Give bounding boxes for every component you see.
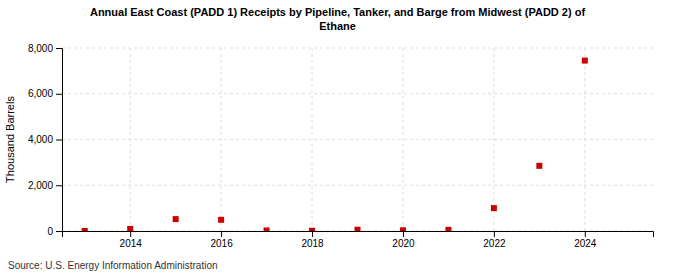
point [264, 227, 270, 231]
y-axis-line [56, 49, 63, 232]
chart: Annual East Coast (PADD 1) Receipts by P… [0, 0, 675, 275]
x-tick: 2018 [301, 231, 324, 249]
point [309, 228, 315, 231]
y-tick: 8,000 [28, 43, 62, 54]
point [218, 217, 224, 223]
point [445, 227, 451, 231]
y-tick-mark [56, 231, 62, 232]
y-tick-label: 2,000 [28, 180, 53, 191]
source: Source: U.S. Energy Information Administ… [8, 260, 218, 271]
x-tick-mark [403, 231, 404, 237]
point [127, 226, 133, 231]
points [82, 58, 588, 231]
y-grid-line [62, 139, 653, 140]
title: Annual East Coast (PADD 1) Receipts by P… [90, 6, 585, 32]
x-tick-mark [130, 231, 131, 237]
x-tick-label: 2020 [392, 238, 415, 249]
plot: 2014 2016 2018 2020 2022 2024 0 2,000 4,000 6,000… [28, 43, 654, 249]
y-axis: 0 2,000 4,000 6,000 8,000 [28, 43, 63, 237]
point [582, 58, 588, 64]
x-tick-label: 2016 [210, 238, 233, 249]
y-tick-mark [56, 185, 62, 186]
y-grid-line [62, 93, 653, 94]
x-axis: 2014 2016 2018 2020 2022 2024 [63, 231, 654, 249]
point [355, 227, 361, 231]
x-tick-mark [585, 231, 586, 237]
x-grid-line [312, 48, 313, 231]
x-tick-label: 2018 [301, 238, 324, 249]
y-axis-label: Thousand Barrels [4, 96, 16, 183]
x-tick: 2020 [392, 231, 415, 249]
point [82, 228, 88, 231]
y-tick: 4,000 [28, 134, 62, 145]
y-tick-label: 8,000 [28, 43, 53, 54]
x-tick-mark [494, 231, 495, 237]
point [173, 216, 179, 222]
x-grid-line [402, 48, 403, 231]
x-tick-label: 2024 [574, 238, 597, 249]
y-grid-line [62, 185, 653, 186]
x-tick: 2014 [120, 231, 143, 249]
y-tick: 6,000 [28, 88, 62, 99]
x-tick-mark [221, 231, 222, 237]
y-tick: 2,000 [28, 180, 62, 191]
x-tick-label: 2022 [483, 238, 506, 249]
x-tick: 2022 [483, 231, 506, 249]
x-tick-mark [312, 231, 313, 237]
y-tick-label: 4,000 [28, 134, 53, 145]
x-tick-label: 2014 [120, 238, 143, 249]
x-tick: 2016 [210, 231, 233, 249]
x-axis-line [63, 232, 654, 238]
y-tick-mark [56, 94, 62, 95]
point [536, 163, 542, 169]
grid [62, 48, 653, 231]
y-tick: 0 [47, 226, 62, 237]
y-tick-label: 6,000 [28, 88, 53, 99]
y-grid-line [62, 48, 653, 49]
point [491, 205, 497, 211]
y-tick-label: 0 [47, 226, 53, 237]
x-tick: 2024 [574, 231, 597, 249]
point [400, 227, 406, 231]
y-tick-mark [56, 140, 62, 141]
y-tick-mark [56, 48, 62, 49]
